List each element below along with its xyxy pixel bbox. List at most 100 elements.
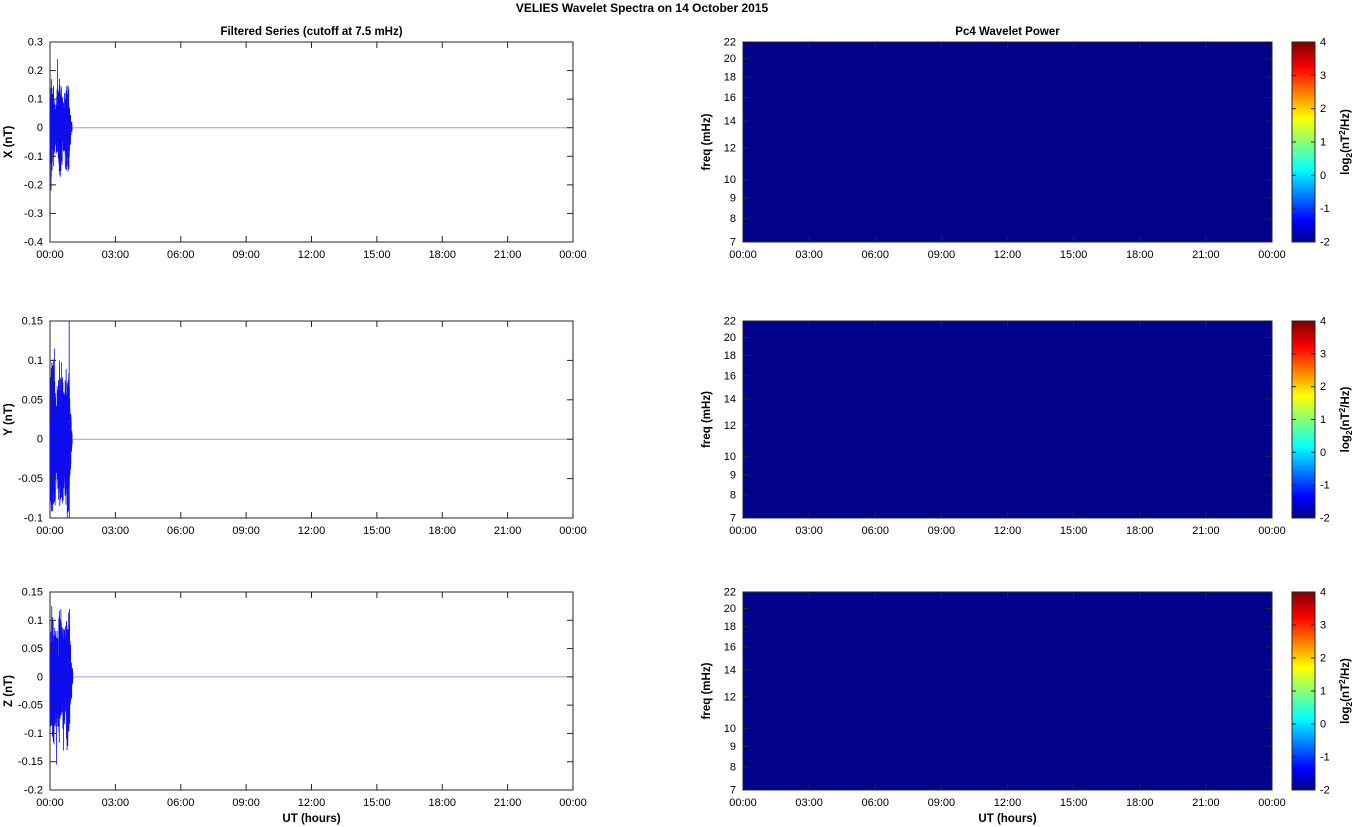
- plot-box: [49, 320, 574, 519]
- x-tick-label: 00:00: [559, 525, 587, 537]
- freq-tick-label: 18: [724, 72, 736, 84]
- y-tick-label: -0.1: [24, 728, 43, 740]
- freq-tick-label: 10: [724, 723, 736, 735]
- z-timeseries-panel: 0.150.10.050-0.05-0.1-0.15-0.200:00 03:00…: [3, 587, 587, 826]
- freq-tick-label: 12: [724, 142, 736, 154]
- x-tick-label: 06:00: [861, 525, 889, 537]
- x-axis-label: X (nT): [3, 126, 15, 159]
- freq-tick-label: 7: [730, 513, 736, 525]
- x-tick-label: 12:00: [298, 249, 326, 261]
- freq-tick-label: 8: [730, 490, 736, 502]
- x-tick-label: 18:00: [428, 249, 456, 261]
- colorbar-axis-label: log2(nT2/Hz): [1337, 109, 1354, 175]
- x-tick-label: 12:00: [298, 525, 326, 537]
- x-tick-label: 21:00: [1192, 797, 1220, 809]
- colorbar-tick-label: 4: [1320, 37, 1326, 49]
- x-tick-label: 00:00: [1258, 525, 1286, 537]
- x-tick-label: 00:00: [559, 249, 587, 261]
- x-tick-label: 03:00: [102, 525, 130, 537]
- x-timeseries-panel: 0.30.20.10-0.1-0.2-0.3-0.400:00 03:00 06:0…: [3, 26, 587, 261]
- y-tick-label: -0.2: [24, 785, 43, 797]
- freq-axis-label: freq (mHz): [701, 113, 713, 170]
- y-tick-label: -0.05: [18, 473, 43, 485]
- x-tick-label: 06:00: [167, 525, 195, 537]
- z-axis-label: Z (nT): [3, 675, 15, 707]
- y-tick-label: -0.15: [18, 756, 43, 768]
- freq-axis-label: freq (mHz): [701, 662, 713, 719]
- freq-tick-label: 20: [724, 332, 736, 344]
- y-tick-label: 0.2: [28, 65, 43, 77]
- x-tick-label: 00:00: [729, 797, 757, 809]
- y-tick-label: 0: [37, 671, 43, 683]
- x-tick-label: 00:00: [729, 525, 757, 537]
- x-tick-label: 00:00: [36, 249, 64, 261]
- y-tick-label: 0.15: [22, 587, 43, 599]
- x-tick-label: 03:00: [102, 249, 130, 261]
- freq-tick-label: 10: [724, 174, 736, 186]
- freq-tick-label: 7: [730, 785, 736, 797]
- x-tick-label: 03:00: [795, 249, 823, 261]
- y-tick-label: 0.3: [28, 37, 43, 49]
- colorbar-tick-label: 4: [1320, 587, 1326, 599]
- freq-tick-label: 9: [730, 741, 736, 753]
- y-tick-label: 0: [37, 434, 43, 446]
- y-tick-label: -0.2: [24, 179, 43, 191]
- x-tick-label: 06:00: [861, 797, 889, 809]
- freq-tick-label: 9: [730, 193, 736, 205]
- y-tick-label: 0: [37, 122, 43, 134]
- colorbar-axis-label: log2(nT2/Hz): [1337, 658, 1354, 724]
- freq-tick-label: 12: [724, 420, 736, 432]
- colorbar-z: 4 3 2 1 0 -1 -2 log2(nT2/Hz): [1291, 587, 1354, 797]
- freq-tick-label: 7: [730, 237, 736, 249]
- colorbar-tick-label: 2: [1320, 103, 1326, 115]
- freq-tick-label: 18: [724, 621, 736, 633]
- x-tick-label: 09:00: [232, 525, 260, 537]
- x-series-line: [50, 59, 73, 191]
- freq-tick-label: 8: [730, 213, 736, 225]
- colorbar-tick-label: 2: [1320, 653, 1326, 665]
- x-tick-label: 18:00: [1126, 249, 1154, 261]
- y-tick-label: -0.05: [18, 700, 43, 712]
- x-tick-label: 09:00: [232, 249, 260, 261]
- freq-tick-label: 16: [724, 92, 736, 104]
- colorbar-tick-label: 2: [1320, 381, 1326, 393]
- colorbar-x: 4 3 2 1 0 -1 -2 log2(nT2/Hz): [1291, 37, 1354, 249]
- freq-tick-label: 20: [724, 603, 736, 615]
- x-tick-label: 15:00: [1060, 249, 1088, 261]
- y-tick-label: -0.1: [24, 513, 43, 525]
- x-tick-label: 12:00: [994, 525, 1022, 537]
- x-tick-label: 21:00: [494, 249, 522, 261]
- x-tick-label: 18:00: [428, 797, 456, 809]
- figure-title: VELIES Wavelet Spectra on 14 October 201…: [515, 1, 769, 15]
- freq-tick-label: 22: [724, 37, 736, 49]
- x-tick-label: 09:00: [928, 525, 956, 537]
- x-axis-label: UT (hours): [282, 813, 340, 825]
- freq-tick-label: 9: [730, 469, 736, 481]
- x-tick-label: 15:00: [1060, 525, 1088, 537]
- colorbar-axis-label: log2(nT2/Hz): [1337, 386, 1354, 452]
- plot-box: [49, 591, 574, 791]
- y-tick-label: -0.1: [24, 151, 43, 163]
- x-tick-label: 15:00: [363, 797, 391, 809]
- x-tick-label: 06:00: [861, 249, 889, 261]
- y-tick-label: 0.1: [28, 615, 43, 627]
- x-tick-label: 18:00: [428, 525, 456, 537]
- colorbar-tick-label: 3: [1320, 348, 1326, 360]
- x-tick-label: 12:00: [994, 249, 1022, 261]
- colorbar-tick-label: -2: [1320, 237, 1330, 249]
- freq-axis-label: freq (mHz): [701, 391, 713, 448]
- freq-tick-label: 16: [724, 642, 736, 654]
- x-tick-label: 00:00: [36, 797, 64, 809]
- colorbar-tick-label: 0: [1320, 170, 1326, 182]
- y-tick-label: 0.1: [28, 355, 43, 367]
- x-tick-label: 21:00: [494, 797, 522, 809]
- x-tick-label: 00:00: [1258, 797, 1286, 809]
- freq-tick-label: 10: [724, 451, 736, 463]
- y-tick-label: 0.05: [22, 643, 43, 655]
- plot-box: [49, 41, 574, 243]
- z-series-line: [50, 606, 74, 765]
